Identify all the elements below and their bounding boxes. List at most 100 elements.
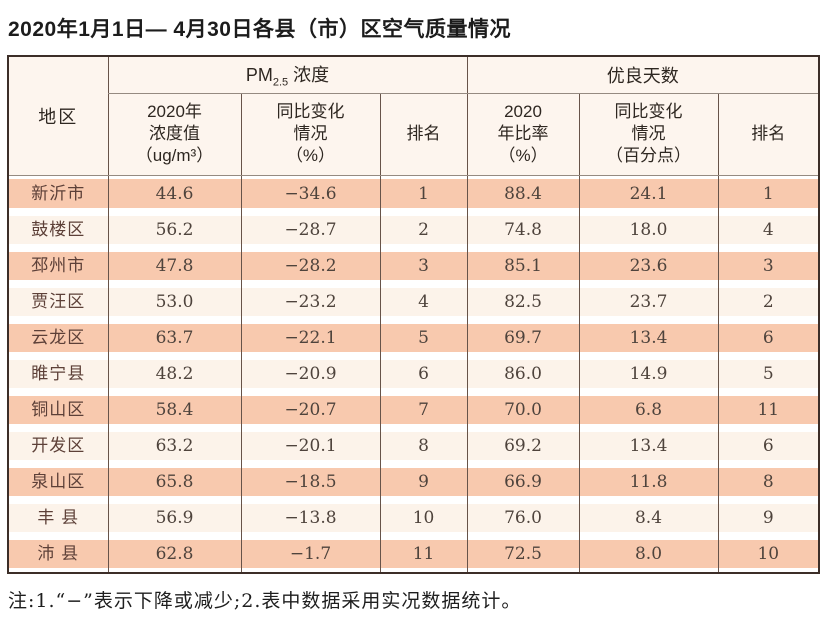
pm25-label-subscript: 2.5: [272, 76, 289, 89]
table-row: 云龙区 63.7 −22.1 5 69.7 13.4 6: [8, 319, 820, 356]
days-change-cell: 23.7: [578, 283, 719, 320]
days-ratio-cell: 86.0: [466, 355, 580, 392]
pm25-value-cell: 53.0: [107, 283, 241, 320]
pm25-value-cell: 47.8: [107, 247, 241, 284]
region-cell: 贾汪区: [8, 284, 108, 320]
pm25-rank-cell: 9: [379, 463, 468, 500]
pm25-change-cell: −22.1: [240, 319, 380, 356]
pm25-change-cell: −28.2: [240, 247, 380, 284]
pm25-rank-cell: 3: [379, 247, 468, 284]
pm25-rank-cell: 5: [379, 319, 468, 356]
table-row: 新沂市 44.6 −34.6 1 88.4 24.1 1: [8, 175, 820, 212]
pm25-value-cell: 62.8: [107, 535, 241, 573]
pm25-rank-cell: 11: [379, 535, 468, 573]
pm25-rank-cell: 6: [379, 355, 468, 392]
days-change-cell: 14.9: [578, 355, 719, 392]
pm25-value-cell: 56.2: [107, 211, 241, 248]
region-cell: 丰 县: [8, 500, 108, 536]
days-ratio-cell: 70.0: [466, 391, 580, 428]
days-change-cell: 18.0: [578, 211, 719, 248]
footnote: 注:1.“−”表示下降或减少;2.表中数据采用实况数据统计。: [8, 589, 522, 612]
days-ratio-header: 2020 年比率 （%）: [466, 93, 580, 176]
days-ratio-cell: 74.8: [466, 211, 580, 248]
table-header: 地区 PM2.5 浓度 优良天数 2020年 浓度值 （ug/m³） 同比变化 …: [8, 56, 820, 176]
table-row: 泉山区 65.8 −18.5 9 66.9 11.8 8: [8, 463, 820, 500]
pm25-rank-cell: 1: [379, 175, 468, 212]
days-ratio-cell: 72.5: [466, 535, 580, 573]
days-rank-cell: 9: [717, 499, 820, 536]
region-cell: 云龙区: [8, 320, 108, 356]
pm25-value-cell: 63.2: [107, 427, 241, 464]
pm25-change-cell: −20.1: [240, 427, 380, 464]
pm25-change-cell: −1.7: [240, 535, 380, 573]
pm25-rank-cell: 4: [379, 283, 468, 320]
table-row: 睢宁县 48.2 −20.9 6 86.0 14.9 5: [8, 355, 820, 392]
days-rank-cell: 8: [717, 463, 820, 500]
days-change-cell: 23.6: [578, 247, 719, 284]
table-row: 鼓楼区 56.2 −28.7 2 74.8 18.0 4: [8, 211, 820, 248]
days-rank-cell: 6: [717, 427, 820, 464]
pm25-value-cell: 63.7: [107, 319, 241, 356]
days-rank-cell: 4: [717, 211, 820, 248]
pm25-value-cell: 44.6: [107, 175, 241, 212]
pm25-value-cell: 56.9: [107, 499, 241, 536]
pm25-label-suffix: 浓度: [288, 64, 330, 85]
table-row: 邳州市 47.8 −28.2 3 85.1 23.6 3: [8, 247, 820, 284]
days-change-cell: 8.4: [578, 499, 719, 536]
days-ratio-cell: 76.0: [466, 499, 580, 536]
days-rank-cell: 6: [717, 319, 820, 356]
pm25-change-cell: −20.9: [240, 355, 380, 392]
table-row: 铜山区 58.4 −20.7 7 70.0 6.8 11: [8, 391, 820, 428]
days-change-cell: 13.4: [578, 427, 719, 464]
days-rank-cell: 10: [717, 535, 820, 573]
days-rank-cell: 2: [717, 283, 820, 320]
days-change-cell: 6.8: [578, 391, 719, 428]
table-body: 新沂市 44.6 −34.6 1 88.4 24.1 1 鼓楼区 56.2 −2…: [8, 175, 820, 573]
pm25-rank-cell: 7: [379, 391, 468, 428]
table-row: 丰 县 56.9 −13.8 10 76.0 8.4 9: [8, 499, 820, 536]
pm25-change-cell: −20.7: [240, 391, 380, 428]
days-change-cell: 13.4: [578, 319, 719, 356]
region-column-header: 地区: [8, 56, 108, 176]
days-rank-cell: 11: [717, 391, 820, 428]
pm25-group-header: PM2.5 浓度: [107, 56, 468, 94]
region-cell: 泉山区: [8, 464, 108, 500]
region-cell: 邳州市: [8, 248, 108, 284]
pm25-change-cell: −13.8: [240, 499, 380, 536]
pm25-rank-cell: 2: [379, 211, 468, 248]
days-ratio-cell: 69.7: [466, 319, 580, 356]
pm25-label-prefix: PM: [245, 64, 273, 85]
days-ratio-cell: 69.2: [466, 427, 580, 464]
group-header-row: 地区 PM2.5 浓度 优良天数: [8, 56, 820, 176]
region-cell: 铜山区: [8, 392, 108, 428]
pm25-change-cell: −23.2: [240, 283, 380, 320]
air-quality-table: 地区 PM2.5 浓度 优良天数 2020年 浓度值 （ug/m³） 同比变化 …: [7, 55, 821, 574]
days-ratio-cell: 85.1: [466, 247, 580, 284]
table-row: 开发区 63.2 −20.1 8 69.2 13.4 6: [8, 427, 820, 464]
days-change-cell: 8.0: [578, 535, 719, 573]
sub-header-row: 2020年 浓度值 （ug/m³） 同比变化 情况 （%） 排名 2020 年比…: [8, 93, 820, 176]
pm25-value-cell: 65.8: [107, 463, 241, 500]
good-days-group-header: 优良天数: [466, 56, 820, 94]
days-ratio-cell: 66.9: [466, 463, 580, 500]
days-change-cell: 24.1: [578, 175, 719, 212]
days-change-header: 同比变化 情况 （百分点）: [578, 93, 719, 176]
pm25-change-cell: −28.7: [240, 211, 380, 248]
table-row: 贾汪区 53.0 −23.2 4 82.5 23.7 2: [8, 283, 820, 320]
pm25-value-cell: 58.4: [107, 391, 241, 428]
pm25-value-cell: 48.2: [107, 355, 241, 392]
days-change-cell: 11.8: [578, 463, 719, 500]
days-rank-header: 排名: [717, 93, 820, 176]
pm25-change-cell: −34.6: [240, 175, 380, 212]
pm25-rank-cell: 8: [379, 427, 468, 464]
table-row: 沛 县 62.8 −1.7 11 72.5 8.0 10: [8, 535, 820, 573]
pm25-change-header: 同比变化 情况 （%）: [240, 93, 380, 176]
page-title: 2020年1月1日— 4月30日各县（市）区空气质量情况: [8, 18, 511, 41]
region-cell: 新沂市: [8, 175, 108, 212]
region-cell: 开发区: [8, 428, 108, 464]
days-rank-cell: 5: [717, 355, 820, 392]
region-cell: 睢宁县: [8, 356, 108, 392]
region-cell: 鼓楼区: [8, 212, 108, 248]
days-rank-cell: 3: [717, 247, 820, 284]
